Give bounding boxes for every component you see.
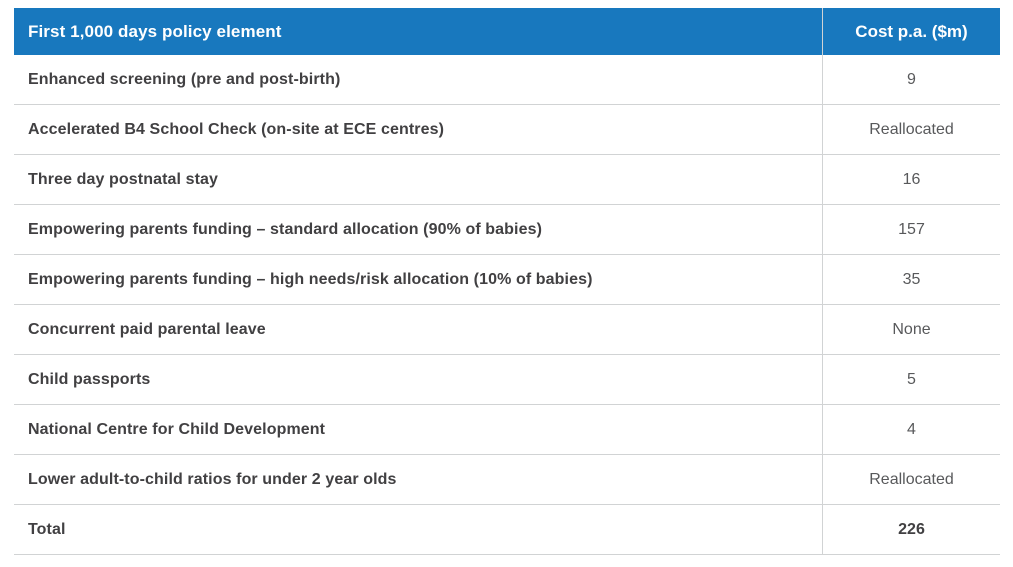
cost-cell: Reallocated <box>822 455 1000 504</box>
table-row: Empowering parents funding – standard al… <box>14 205 1000 255</box>
cost-cell: 5 <box>822 355 1000 404</box>
cost-cell: 4 <box>822 405 1000 454</box>
policy-cell: Lower adult-to-child ratios for under 2 … <box>28 470 397 488</box>
cost-cell: 9 <box>822 55 1000 104</box>
policy-cell: Accelerated B4 School Check (on-site at … <box>28 120 444 138</box>
table-row: Child passports 5 <box>14 355 1000 405</box>
policy-column-header: First 1,000 days policy element <box>28 21 282 41</box>
policy-cell: Empowering parents funding – standard al… <box>28 220 543 238</box>
cost-cell: Reallocated <box>822 105 1000 154</box>
policy-cost-table: First 1,000 days policy element Cost p.a… <box>14 8 1000 555</box>
table-row: Three day postnatal stay 16 <box>14 155 1000 205</box>
total-label: Total <box>28 520 66 538</box>
policy-cell: Three day postnatal stay <box>28 170 219 188</box>
table-row: Lower adult-to-child ratios for under 2 … <box>14 455 1000 505</box>
policy-cell: Child passports <box>28 370 151 388</box>
cost-cell: 35 <box>822 255 1000 304</box>
cost-column-header: Cost p.a. ($m) <box>822 8 1000 55</box>
policy-cell: Empowering parents funding – high needs/… <box>28 270 593 288</box>
cost-cell: None <box>822 305 1000 354</box>
table-row: Enhanced screening (pre and post-birth) … <box>14 55 1000 105</box>
policy-cell: Concurrent paid parental leave <box>28 320 266 338</box>
table-row: Concurrent paid parental leave None <box>14 305 1000 355</box>
table-row: National Centre for Child Development 4 <box>14 405 1000 455</box>
table-total-row: Total 226 <box>14 505 1000 555</box>
policy-cell: National Centre for Child Development <box>28 420 326 438</box>
table-row: Accelerated B4 School Check (on-site at … <box>14 105 1000 155</box>
table-row: Empowering parents funding – high needs/… <box>14 255 1000 305</box>
table-header-row: First 1,000 days policy element Cost p.a… <box>14 8 1000 55</box>
cost-cell: 16 <box>822 155 1000 204</box>
cost-cell: 157 <box>822 205 1000 254</box>
policy-cell: Enhanced screening (pre and post-birth) <box>28 70 341 88</box>
total-value: 226 <box>822 505 1000 554</box>
